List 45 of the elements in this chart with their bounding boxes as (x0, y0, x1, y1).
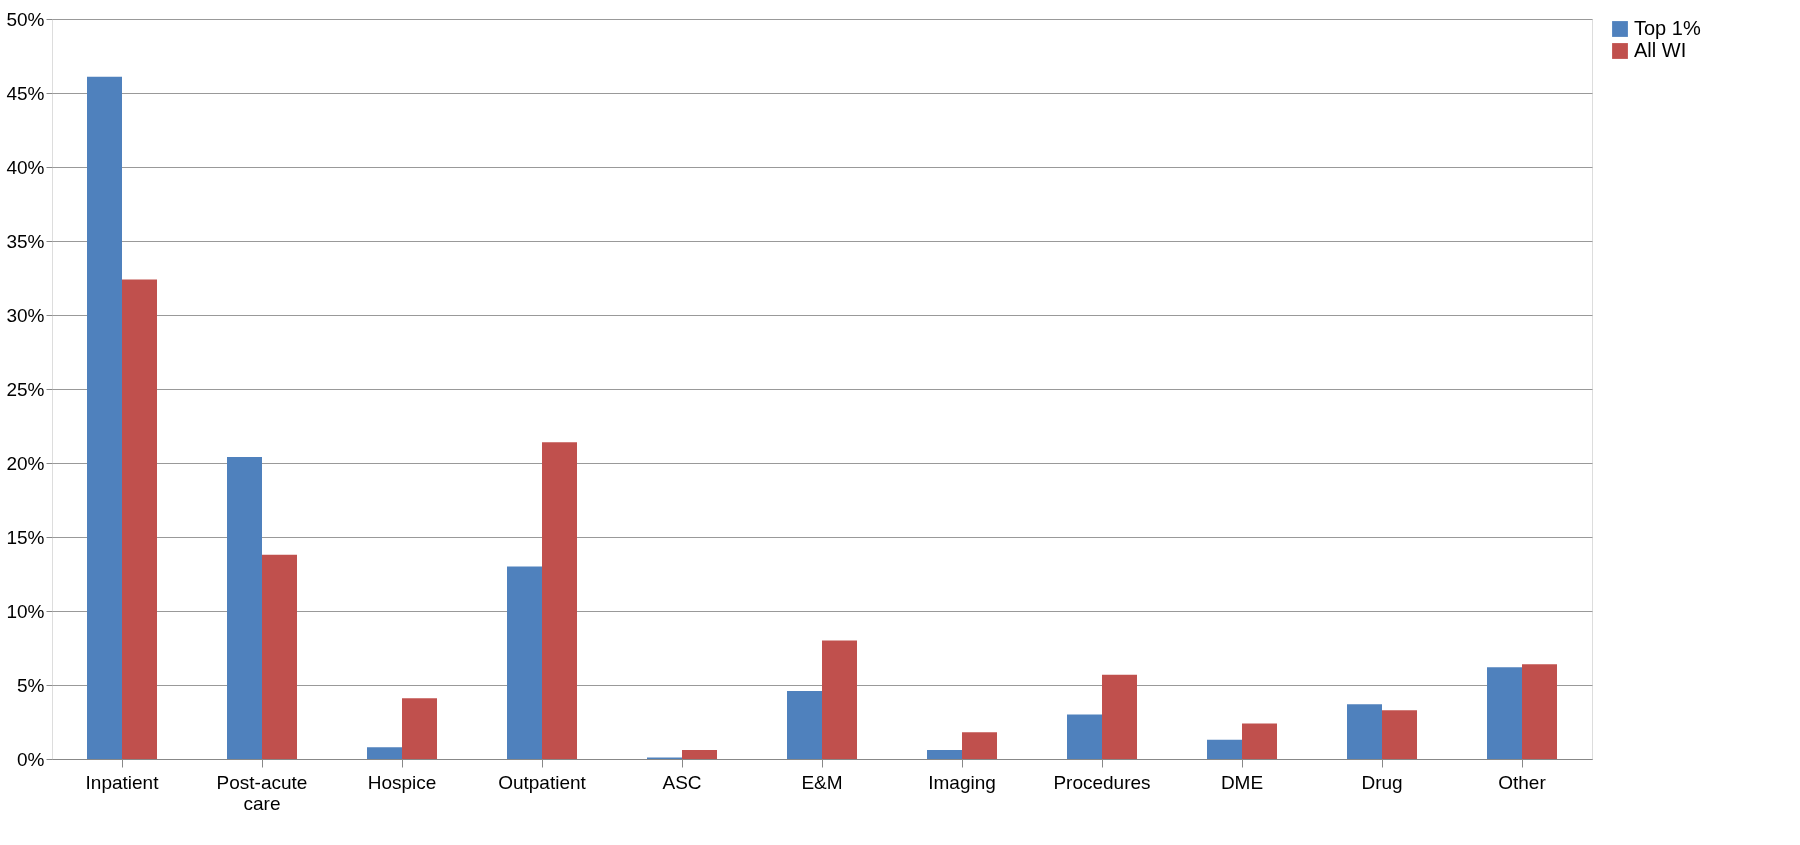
bar (402, 698, 437, 759)
bar (87, 76, 122, 759)
bar (122, 279, 157, 759)
bar (1382, 710, 1417, 759)
x-tick-label: Hospice (367, 771, 437, 793)
bar (1242, 723, 1277, 759)
x-tick-label: DME (1220, 771, 1264, 793)
bar (542, 442, 577, 759)
bar (927, 750, 962, 759)
bar (507, 566, 542, 759)
x-tick-label: Inpatient (85, 771, 160, 793)
bar (1102, 674, 1137, 759)
bar (262, 554, 297, 759)
y-tick-label: 40% (6, 156, 45, 178)
y-tick-label: 45% (6, 82, 45, 104)
y-tick-label: 15% (6, 526, 45, 548)
bar (1347, 704, 1382, 759)
legend-label: All WI (1634, 39, 1687, 61)
bar (787, 690, 822, 759)
bar (1067, 714, 1102, 759)
y-tick-label: 50% (6, 8, 45, 30)
y-tick-label: 5% (17, 674, 45, 696)
x-tick-label: Post-acute care (216, 771, 308, 814)
bar (1487, 667, 1522, 759)
x-tick-label: Outpatient (498, 771, 587, 793)
bar (227, 457, 262, 759)
y-tick-label: 35% (6, 230, 45, 252)
x-tick-label: Drug (1361, 771, 1403, 793)
y-tick-label: 20% (6, 452, 45, 474)
bar (367, 747, 402, 759)
x-tick-label: E&M (801, 771, 843, 793)
bar (822, 640, 857, 759)
bar (1522, 664, 1557, 759)
y-tick-label: 30% (6, 304, 45, 326)
y-tick-label: 10% (6, 600, 45, 622)
bar (1207, 739, 1242, 759)
x-tick-label: Procedures (1053, 771, 1151, 793)
x-tick-label: ASC (662, 771, 702, 793)
bar (682, 750, 717, 759)
x-tick-label: Imaging (928, 771, 996, 793)
bar (962, 732, 997, 759)
legend-label: Top 1% (1634, 17, 1701, 39)
y-tick-label: 25% (6, 378, 45, 400)
y-tick-label: 0% (17, 748, 45, 770)
x-tick-label: Other (1498, 771, 1547, 793)
